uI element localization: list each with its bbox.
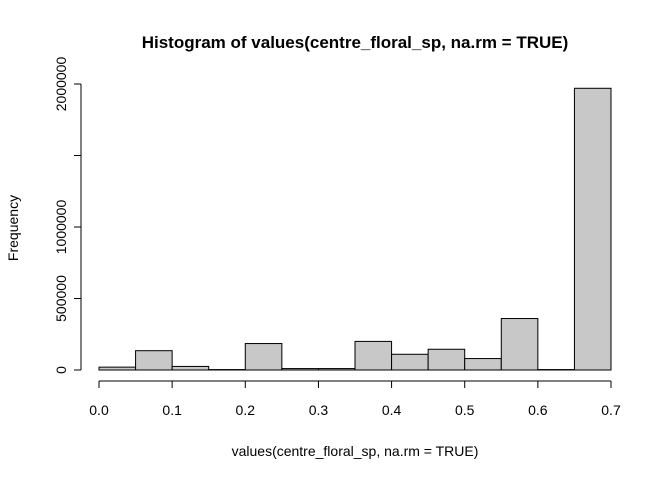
x-tick-label: 0.7 <box>601 402 621 418</box>
x-tick-label: 0.3 <box>309 402 329 418</box>
y-tick-label: 500000 <box>53 275 69 322</box>
y-axis-label: Frequency <box>5 195 21 261</box>
histogram-bar <box>427 348 466 371</box>
histogram-bar <box>573 87 612 371</box>
y-axis: 0 500000 1000000 2000000 <box>53 57 82 374</box>
histogram-bar <box>281 368 319 371</box>
histogram-bar <box>98 366 137 371</box>
histogram-bar <box>317 368 356 371</box>
x-axis: 0.0 0.1 0.2 0.3 0.4 0.5 0.6 0.7 <box>89 380 621 418</box>
x-axis-label: values(centre_floral_sp, na.rm = TRUE) <box>232 443 479 459</box>
bars-group <box>98 87 612 371</box>
y-tick-label: 2000000 <box>53 57 69 112</box>
histogram-bar <box>500 318 539 371</box>
y-tick-label: 1000000 <box>53 200 69 255</box>
histogram-bar <box>244 343 283 371</box>
histogram-bar <box>354 340 393 371</box>
x-tick-label: 0.6 <box>528 402 548 418</box>
x-tick-label: 0.2 <box>236 402 256 418</box>
histogram-bar <box>464 358 502 371</box>
histogram-bar <box>135 350 173 371</box>
x-tick-label: 0.5 <box>455 402 475 418</box>
x-tick-label: 0.4 <box>382 402 402 418</box>
chart-title: Histogram of values(centre_floral_sp, na… <box>142 33 569 52</box>
histogram-bar <box>171 365 210 371</box>
x-tick-label: 0.0 <box>89 402 109 418</box>
y-tick-label: 0 <box>53 366 69 374</box>
histogram-bar <box>391 353 429 371</box>
x-tick-label: 0.1 <box>162 402 182 418</box>
